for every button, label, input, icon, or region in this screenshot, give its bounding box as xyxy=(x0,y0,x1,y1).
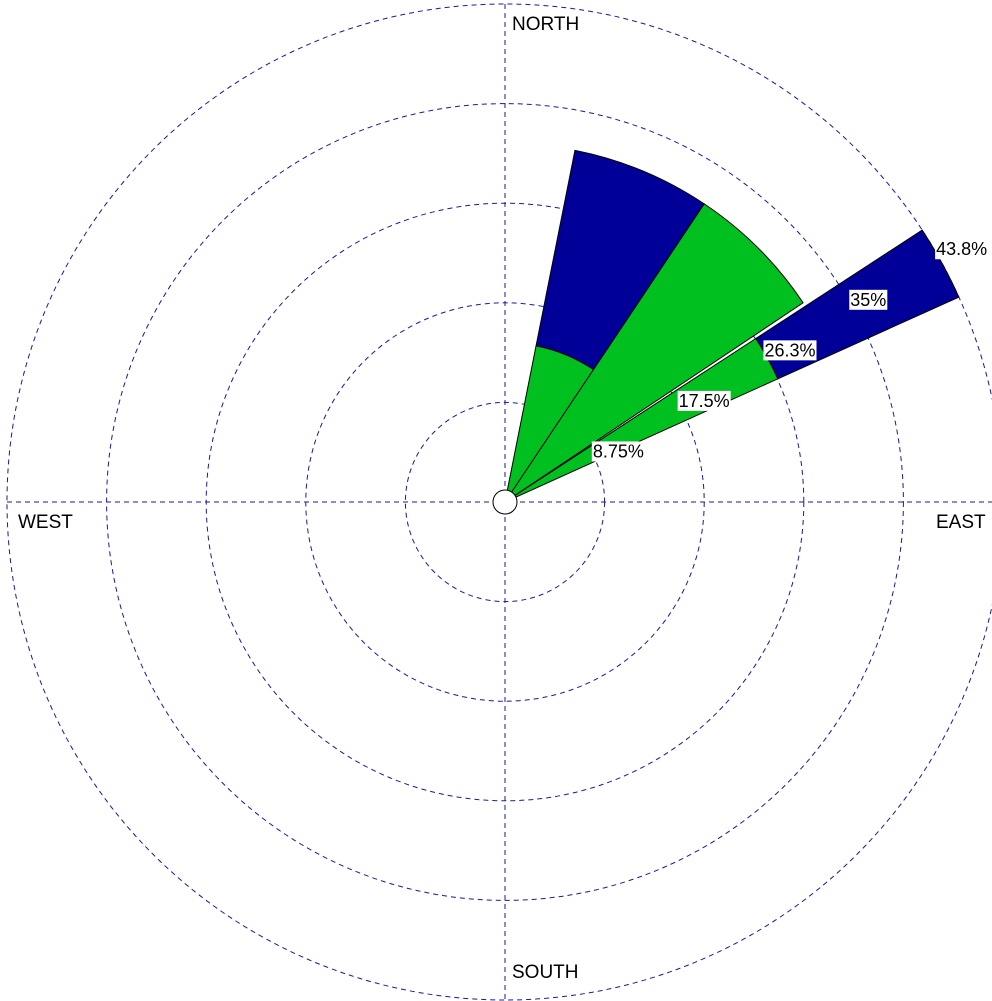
ring-label-text: 26.3% xyxy=(764,340,815,360)
sector-2-segment-1 xyxy=(504,203,804,503)
ring-label-bg xyxy=(591,441,645,462)
ring-label-bg xyxy=(677,390,731,411)
label-layer: NORTH EAST SOUTH WEST xyxy=(18,14,986,983)
ring-label-text: 43.8% xyxy=(936,239,987,259)
ring-label-5: 43.8% xyxy=(935,239,989,260)
sector-1-segment-2 xyxy=(535,149,705,371)
ring-label-3: 26.3% xyxy=(763,340,817,361)
ring-label-bg xyxy=(763,340,817,361)
sector-layer xyxy=(504,149,960,503)
center-circle xyxy=(492,489,518,515)
ring-label-layer: 8.75% 17.5% 26.3% 35% 43.8% xyxy=(591,239,989,462)
ring-label-4: 35% xyxy=(849,289,888,310)
ring-label-text: 8.75% xyxy=(593,441,644,461)
ring-label-2: 17.5% xyxy=(677,390,731,411)
north-label: NORTH xyxy=(512,14,579,35)
east-label: EAST xyxy=(936,512,986,533)
ring-label-text: 17.5% xyxy=(679,391,730,411)
ring-label-bg xyxy=(935,239,989,260)
west-label: WEST xyxy=(18,512,73,533)
ring-label-text: 35% xyxy=(850,290,886,310)
ring-label-1: 8.75% xyxy=(591,441,645,462)
ring-label-bg xyxy=(849,289,888,310)
south-label: SOUTH xyxy=(512,962,579,983)
